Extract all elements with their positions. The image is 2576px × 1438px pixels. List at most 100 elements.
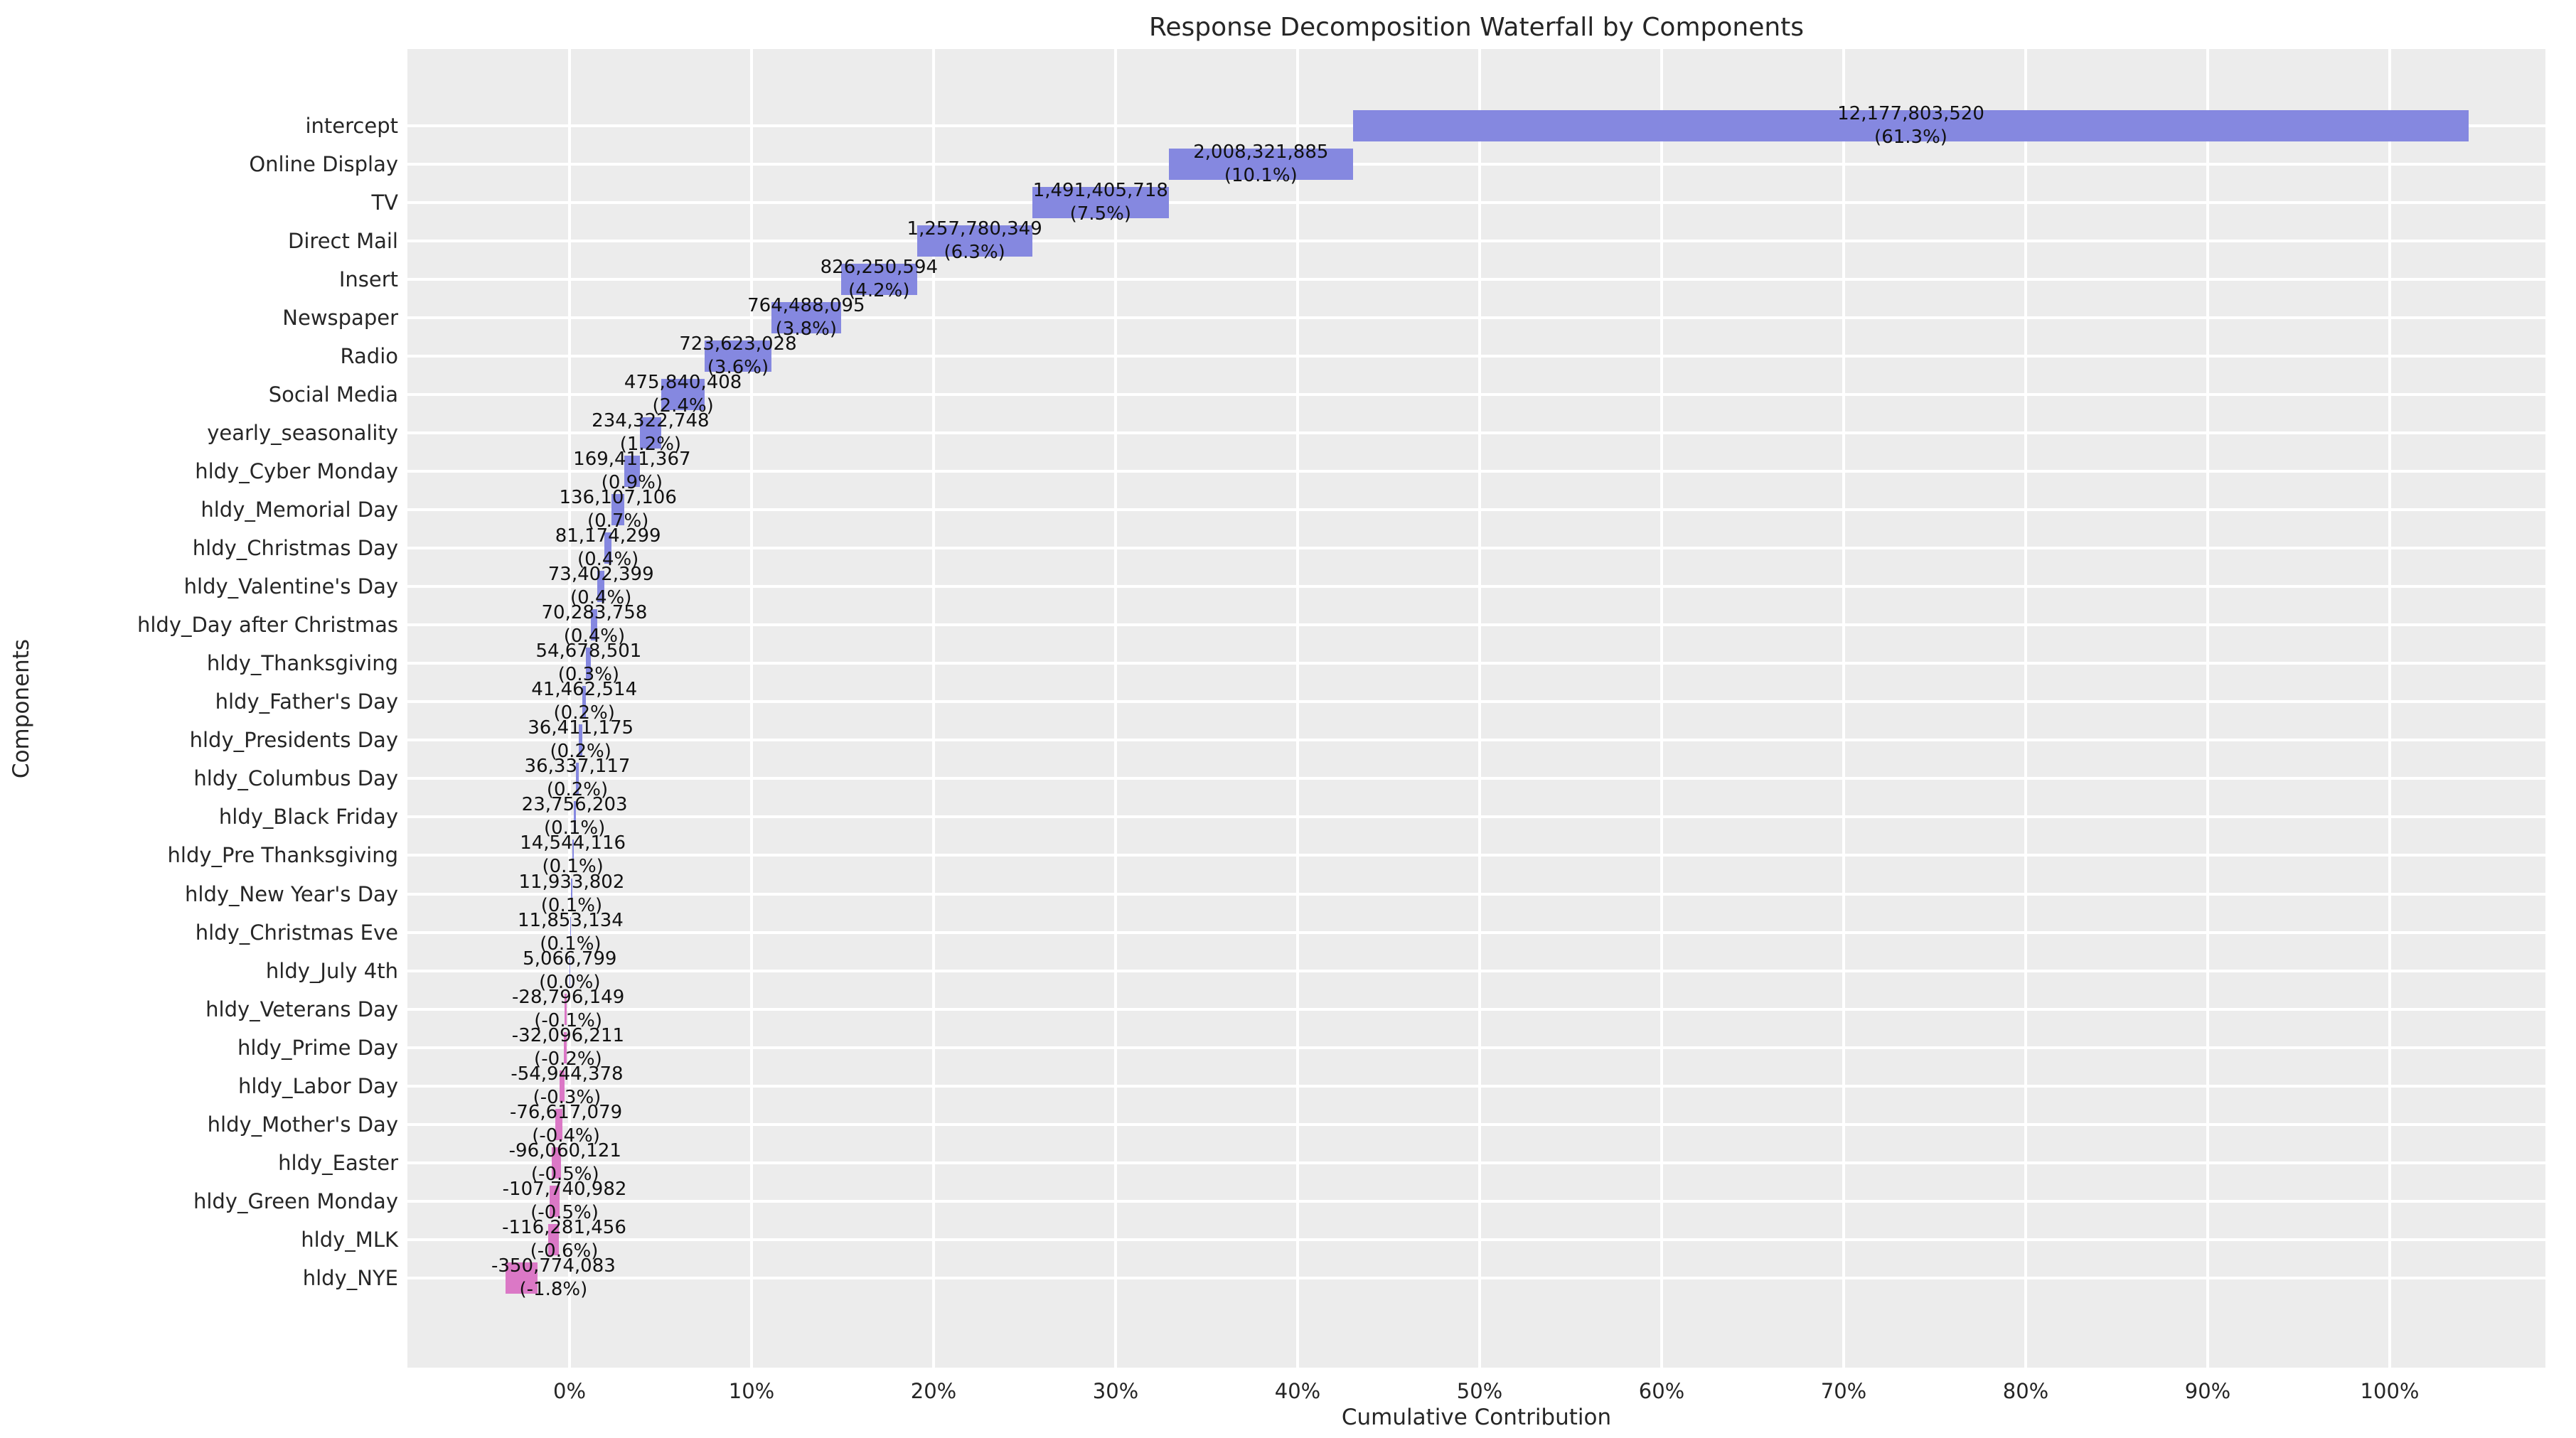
gridline-horizontal (407, 854, 2545, 857)
gridline-horizontal (407, 815, 2545, 819)
gridline-vertical (1842, 49, 1845, 1368)
bar-value-label: -54,944,378 (-0.3%) (511, 1063, 623, 1110)
waterfall-bar (771, 301, 842, 333)
bar-percent-text: (-1.8%) (519, 1279, 588, 1300)
gridline-horizontal (407, 469, 2545, 473)
x-tick-label: 100% (2360, 1379, 2420, 1403)
bar-value-label: -32,096,211 (-0.2%) (512, 1024, 624, 1071)
gridline-horizontal (407, 1007, 2545, 1011)
gridline-horizontal (407, 892, 2545, 896)
waterfall-bar (1352, 109, 2469, 141)
x-tick-label: 60% (1638, 1379, 1685, 1403)
bar-percent-text: (-0.6%) (530, 1240, 599, 1262)
waterfall-bar (550, 1185, 560, 1217)
category-label: hldy_New Year's Day (185, 881, 398, 906)
waterfall-bar (586, 648, 592, 680)
bar-percent-text: (61.3%) (1874, 126, 1947, 148)
bar-value-label: 826,250,594 (4.2%) (821, 256, 938, 303)
waterfall-bar (639, 417, 661, 449)
x-tick-label: 80% (2002, 1379, 2049, 1403)
gridline-horizontal (407, 623, 2545, 627)
bar-value-text: 5,066,799 (523, 948, 617, 970)
gridline-horizontal (407, 585, 2545, 589)
bar-value-text: -32,096,211 (511, 1024, 625, 1046)
category-label: hldy_Mother's Day (207, 1112, 398, 1137)
bar-value-text: 70,283,758 (541, 602, 648, 624)
gridline-vertical (1114, 49, 1117, 1368)
bar-value-label: 11,933,802 (0.1%) (519, 871, 625, 918)
bar-value-label: 41,462,514 (0.2%) (531, 678, 637, 725)
category-label: hldy_July 4th (265, 958, 398, 983)
waterfall-bar (916, 225, 1032, 257)
bar-percent-text: (-0.2%) (534, 1048, 602, 1070)
category-label: intercept (305, 113, 399, 138)
gridline-vertical (2206, 49, 2209, 1368)
bar-percent-text: (0.1%) (540, 933, 602, 955)
gridline-horizontal (407, 354, 2545, 358)
category-label: hldy_MLK (301, 1227, 398, 1252)
waterfall-bar (555, 1108, 563, 1140)
bar-value-text: -54,944,378 (511, 1063, 624, 1085)
bar-percent-text: (7.5%) (1069, 203, 1131, 225)
waterfall-bar (575, 763, 579, 795)
bar-value-text: -76,617,079 (509, 1101, 623, 1123)
waterfall-bar (573, 801, 576, 833)
category-label: hldy_Presidents Day (189, 728, 398, 753)
gridline-horizontal (407, 662, 2545, 665)
waterfall-bar (611, 494, 624, 525)
category-label: TV (371, 190, 398, 215)
gridline-vertical (1660, 49, 1663, 1368)
bar-value-label: 14,544,116 (0.1%) (520, 832, 626, 879)
bar-percent-text: (0.9%) (601, 471, 663, 493)
bar-value-label: 475,840,408 (2.4%) (624, 371, 742, 418)
bar-percent-text: (0.2%) (553, 702, 615, 724)
bar-value-text: -96,060,121 (508, 1139, 621, 1161)
gridline-vertical (932, 49, 935, 1368)
bar-percent-text: (6.3%) (944, 241, 1005, 263)
gridline-horizontal (407, 277, 2545, 281)
bar-value-label: 70,283,758 (0.4%) (542, 601, 648, 648)
category-label: hldy_Black Friday (218, 805, 398, 830)
gridline-horizontal (407, 431, 2545, 434)
gridline-horizontal (407, 1277, 2545, 1279)
bar-value-label: 1,257,780,349 (6.3%) (907, 218, 1042, 264)
bar-percent-text: (0.4%) (570, 587, 632, 609)
bar-percent-text: (-0.3%) (533, 1086, 602, 1108)
category-label: hldy_Thanksgiving (206, 651, 398, 676)
waterfall-bar (1168, 148, 1353, 180)
gridline-vertical (750, 49, 753, 1368)
bar-value-text: -116,281,456 (502, 1216, 626, 1238)
waterfall-bar (505, 1262, 538, 1294)
waterfall-bar (597, 571, 604, 603)
bar-percent-text: (3.6%) (707, 356, 769, 378)
waterfall-bar (564, 993, 567, 1025)
bar-value-label: 723,623,028 (3.6%) (679, 333, 796, 380)
bar-value-text: 2,008,321,885 (1193, 141, 1329, 163)
bar-value-text: 14,544,116 (520, 832, 626, 854)
bar-percent-text: (0.2%) (546, 779, 609, 801)
waterfall-bar (572, 839, 574, 871)
x-tick-label: 70% (1820, 1379, 1867, 1403)
bar-value-label: 81,174,299 (0.4%) (555, 525, 661, 572)
bar-percent-text: (3.8%) (775, 318, 837, 340)
gridline-vertical (1478, 49, 1481, 1368)
gridline-horizontal (407, 547, 2545, 550)
bar-value-text: 23,756,203 (521, 794, 628, 816)
bar-value-text: 169,411,367 (573, 448, 691, 470)
bar-value-label: -96,060,121 (-0.5%) (509, 1139, 621, 1186)
category-label: hldy_Easter (278, 1150, 398, 1175)
category-label: hldy_Veterans Day (205, 997, 398, 1021)
category-label: Newspaper (282, 305, 398, 330)
bar-percent-text: (-0.5%) (530, 1163, 599, 1185)
bar-percent-text: (-0.5%) (530, 1201, 599, 1223)
bar-value-text: -107,740,982 (502, 1178, 627, 1200)
bar-value-text: 136,107,106 (559, 487, 677, 508)
gridline-horizontal (407, 316, 2545, 319)
bar-value-text: 234,322,748 (592, 409, 710, 431)
gridline-horizontal (407, 1238, 2545, 1241)
bar-percent-text: (0.0%) (539, 971, 601, 993)
category-label: Insert (338, 267, 398, 291)
bar-value-label: 2,008,321,885 (10.1%) (1193, 141, 1328, 188)
gridline-horizontal (407, 777, 2545, 780)
